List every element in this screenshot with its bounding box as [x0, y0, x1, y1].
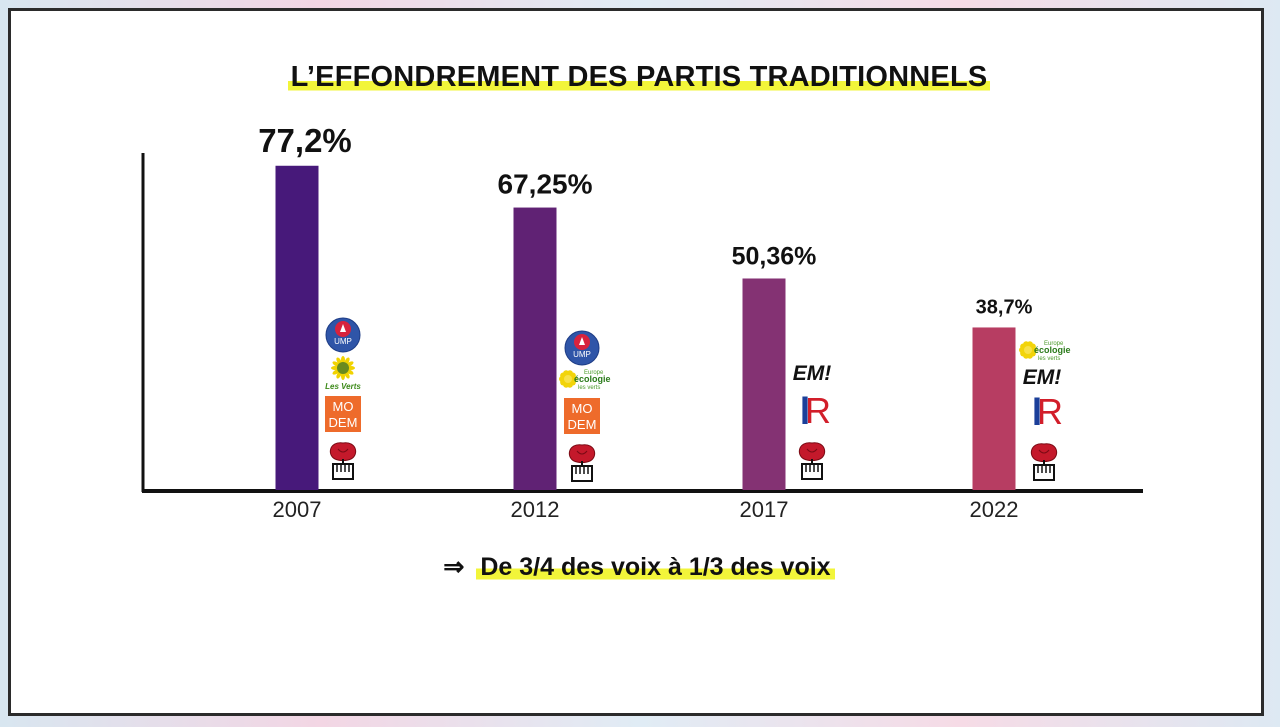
bar-2007	[275, 165, 319, 490]
svg-text:écologie: écologie	[1034, 345, 1071, 355]
les-verts-logo-icon: Les Verts	[325, 356, 361, 391]
em-logo-icon: EM!	[1023, 366, 1062, 389]
svg-text:MO: MO	[333, 399, 354, 414]
em-logo-icon: EM!	[793, 362, 832, 385]
svg-text:UMP: UMP	[573, 350, 591, 359]
svg-text:l: l	[800, 391, 811, 433]
svg-text:R: R	[1037, 391, 1063, 432]
svg-text:UMP: UMP	[334, 337, 352, 346]
bar-2017	[742, 278, 786, 490]
x-tick-2012: 2012	[511, 497, 560, 522]
ps-rose-logo-icon	[798, 442, 826, 480]
svg-text:écologie: écologie	[574, 374, 611, 384]
svg-text:Les Verts: Les Verts	[325, 382, 361, 391]
subtitle-text: De 3/4 des voix à 1/3 des voix	[476, 553, 835, 581]
svg-text:MO: MO	[572, 401, 593, 416]
svg-text:R: R	[805, 390, 831, 431]
value-label-2012: 67,25%	[498, 169, 593, 200]
svg-text:les verts: les verts	[1038, 356, 1060, 362]
value-label-2017: 50,36%	[732, 242, 817, 270]
svg-text:EM!: EM!	[1023, 366, 1062, 389]
chart-x-ticks: 2007 2012 2017 2022	[273, 497, 1019, 522]
svg-text:les verts: les verts	[578, 385, 600, 391]
svg-text:DEM: DEM	[329, 415, 358, 430]
arrow-icon: ⇒	[443, 553, 465, 581]
ps-rose-logo-icon	[568, 444, 596, 482]
x-tick-2007: 2007	[273, 497, 322, 522]
lr-logo-icon: lR	[800, 390, 831, 433]
chart-value-labels: 77,2% 67,25% 50,36% 38,7%	[258, 122, 1032, 319]
ump-logo-icon: UMP	[325, 317, 361, 353]
bar-2012	[513, 207, 557, 491]
chart-title: L’EFFONDREMENT DES PARTIS TRADITIONNELS	[11, 61, 1267, 94]
value-label-2022: 38,7%	[976, 296, 1033, 318]
ump-logo-icon: UMP	[564, 330, 600, 366]
ps-rose-logo-icon	[329, 442, 357, 480]
svg-text:EM!: EM!	[793, 362, 832, 385]
x-tick-2017: 2017	[740, 497, 789, 522]
svg-text:Europe: Europe	[1044, 341, 1064, 347]
svg-text:DEM: DEM	[568, 417, 597, 432]
svg-text:Europe: Europe	[584, 370, 604, 376]
slide-frame: L’EFFONDREMENT DES PARTIS TRADITIONNELS …	[8, 8, 1264, 716]
bar-2022	[972, 327, 1016, 490]
chart-subtitle: ⇒ De 3/4 des voix à 1/3 des voix	[11, 552, 1267, 582]
chart-bars	[275, 165, 1016, 491]
bar-chart: 77,2%67,25%50,36%38,7% 2007 2012 2017 2022 …	[141, 122, 1143, 522]
lr-logo-icon: lR	[1032, 391, 1063, 434]
ps-rose-logo-icon	[1030, 443, 1058, 481]
svg-text:l: l	[1032, 392, 1043, 434]
chart-title-text: L’EFFONDREMENT DES PARTIS TRADITIONNELS	[287, 61, 991, 93]
chart-axes	[141, 153, 1143, 493]
x-tick-2022: 2022	[970, 497, 1019, 522]
value-label-2007: 77,2%	[258, 122, 352, 159]
